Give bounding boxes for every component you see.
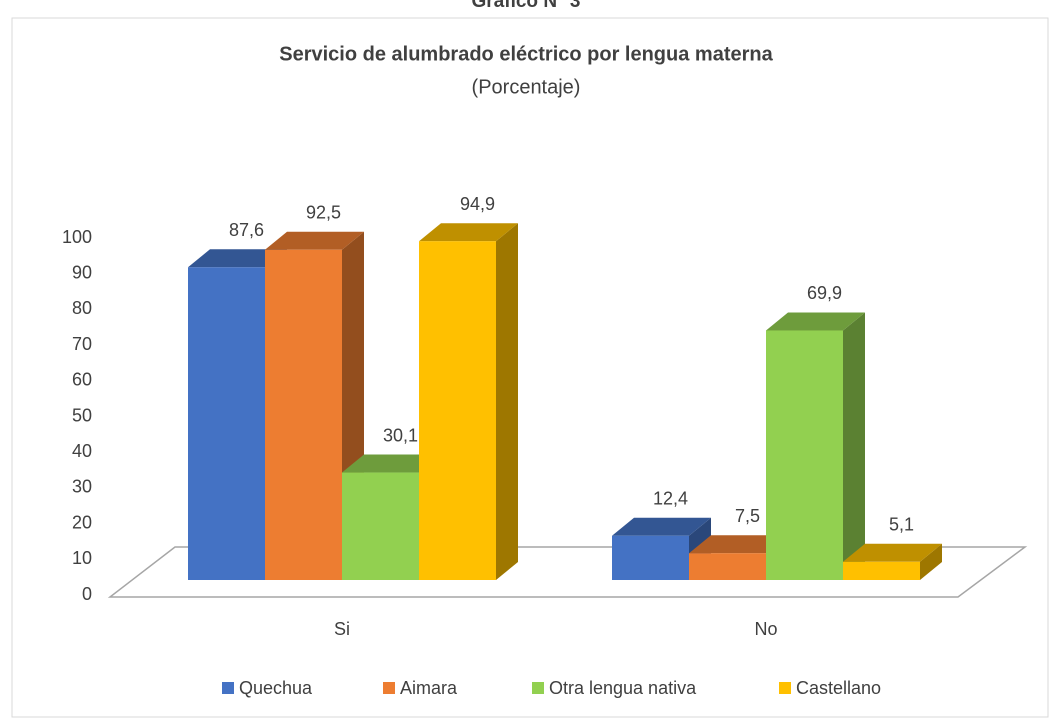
floor [107,546,1028,598]
data-label: 94,9 [460,194,495,214]
legend-swatch [532,682,544,694]
y-tick-label: 50 [72,405,92,425]
x-tick-label: No [754,619,777,639]
bar [689,553,766,580]
bar-top [843,543,942,562]
data-label: 87,6 [229,220,264,240]
bar [265,249,342,580]
data-label: 92,5 [306,203,341,223]
data-label: 12,4 [653,488,688,508]
bar-top [188,249,287,268]
legend-label: Quechua [239,678,313,698]
bar [342,472,419,580]
bar-side [920,543,942,580]
legend-swatch [779,682,791,694]
y-tick-label: 60 [72,370,92,390]
data-label: 5,1 [889,515,914,535]
y-tick-label: 100 [62,227,92,247]
y-tick-label: 30 [72,477,92,497]
bar-top [342,454,441,473]
x-tick-label: Si [334,619,350,639]
data-label: 7,5 [735,506,760,526]
y-tick-label: 70 [72,334,92,354]
bar-top [612,517,711,536]
legend-swatch [222,682,234,694]
legend-label: Castellano [796,678,881,698]
legend-swatch [383,682,395,694]
bar [188,267,265,580]
bar-top [689,535,788,554]
bar [843,561,920,580]
data-label: 30,1 [383,425,418,445]
bar [766,330,843,580]
heading: Gráfico N° 3 [472,0,581,12]
y-tick-label: 10 [72,548,92,568]
y-tick-label: 90 [72,262,92,282]
y-tick-label: 20 [72,512,92,532]
chart-subtitle: (Porcentaje) [472,76,581,98]
y-tick-label: 40 [72,441,92,461]
bar-side [843,312,865,580]
legend-label: Otra lengua nativa [549,678,697,698]
legend-label: Aimara [400,678,458,698]
bar [419,241,496,580]
bar-top [766,312,865,331]
y-tick-label: 80 [72,298,92,318]
bar-top [419,223,518,242]
bar-side [496,223,518,580]
chart-title: Servicio de alumbrado eléctrico por leng… [279,43,773,65]
y-tick-label: 0 [82,584,92,604]
chart-border [11,17,1049,718]
data-label: 69,9 [807,283,842,303]
bar-top [265,231,364,250]
bar [612,535,689,580]
